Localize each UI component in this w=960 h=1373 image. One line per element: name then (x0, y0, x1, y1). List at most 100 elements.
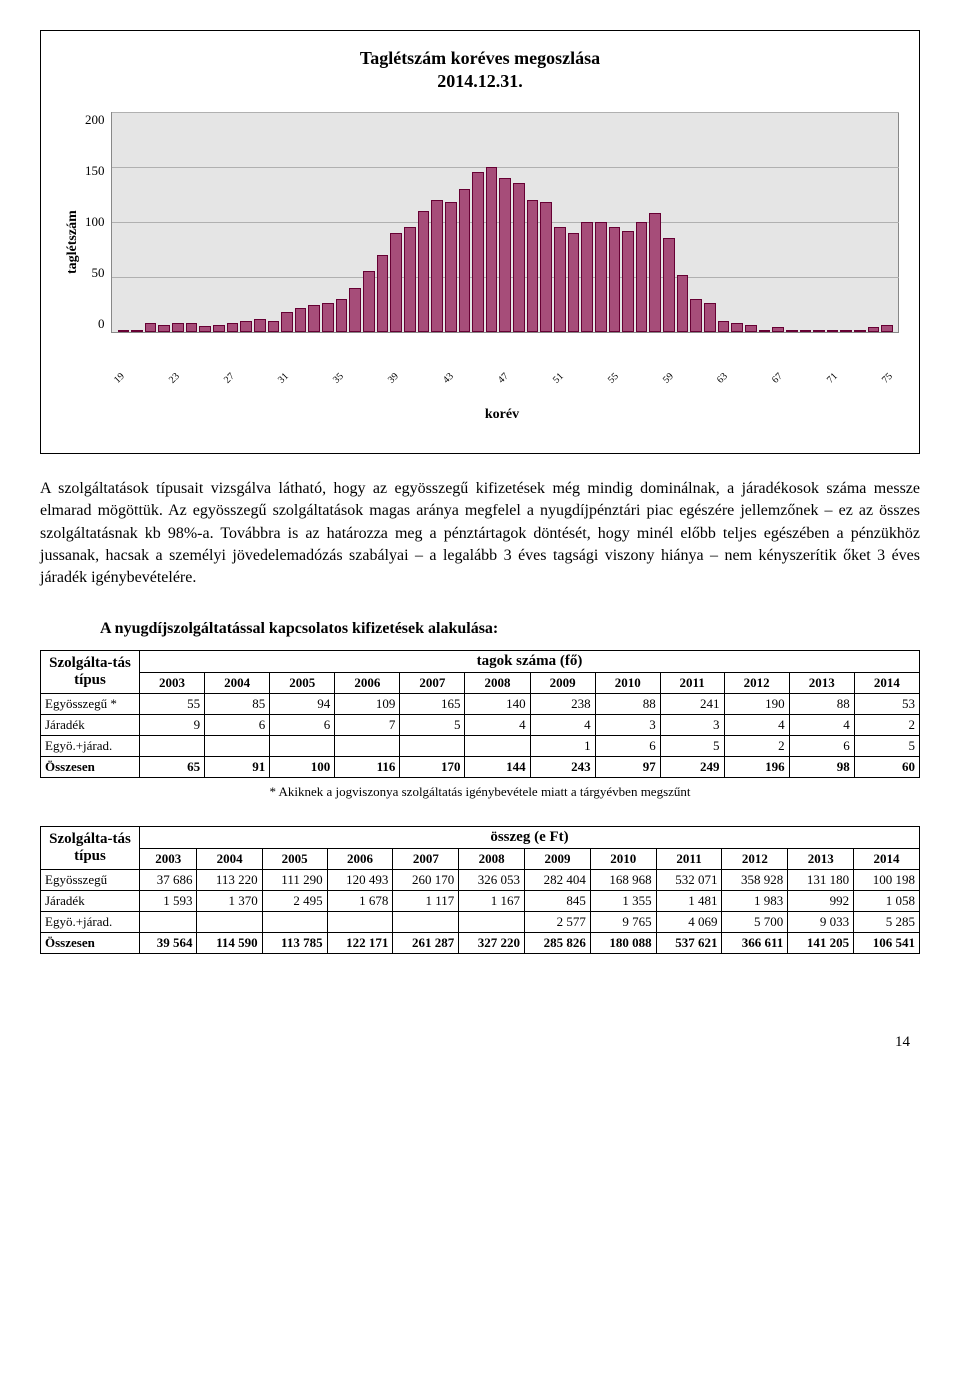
cell: 5 700 (722, 911, 788, 932)
cell: 6 (595, 735, 660, 756)
bar (868, 327, 880, 331)
cell: 2 577 (525, 911, 591, 932)
cell: 238 (530, 693, 595, 714)
cell: 327 220 (459, 932, 525, 953)
table-row: 2003200420052006200720082009201020112012… (41, 848, 920, 869)
cell (205, 735, 270, 756)
cell: 122 171 (327, 932, 393, 953)
x-tick: 75 (880, 369, 896, 385)
cell: 170 (400, 756, 465, 777)
bar (158, 325, 170, 332)
cell: 282 404 (525, 869, 591, 890)
bar (445, 202, 457, 332)
bar (827, 330, 839, 332)
year-col: 2004 (197, 848, 262, 869)
bar (636, 222, 648, 332)
cell (140, 735, 205, 756)
x-tick: 31 (276, 369, 292, 385)
cell: 55 (140, 693, 205, 714)
bar (499, 178, 511, 332)
x-tick: 27 (222, 369, 238, 385)
cell: 366 611 (722, 932, 788, 953)
table-header: tagok száma (fő) (140, 650, 920, 672)
bar (759, 330, 771, 332)
bar (854, 330, 866, 332)
year-col: 2012 (722, 848, 788, 869)
bar (513, 183, 525, 332)
cell: 53 (854, 693, 919, 714)
bar (800, 330, 812, 332)
cell: 1 983 (722, 890, 788, 911)
cell: 261 287 (393, 932, 459, 953)
x-tick: 47 (496, 369, 512, 385)
cell: 1 355 (590, 890, 656, 911)
row-label: Egyösszegű * (41, 693, 140, 714)
year-col: 2003 (140, 848, 197, 869)
cell: 140 (465, 693, 530, 714)
row-label: Összesen (41, 932, 140, 953)
body-paragraph: A szolgáltatások típusait vizsgálva láth… (40, 478, 920, 590)
y-tick: 150 (85, 163, 105, 179)
bar (704, 303, 716, 332)
cell: 113 785 (262, 932, 327, 953)
cell (262, 911, 327, 932)
cell: 1 593 (140, 890, 197, 911)
cell: 100 198 (854, 869, 920, 890)
table-header: összeg (e Ft) (140, 826, 920, 848)
year-col: 2005 (262, 848, 327, 869)
chart-plot (111, 112, 900, 333)
bar (431, 200, 443, 332)
cell: 6 (270, 714, 335, 735)
cell: 285 826 (525, 932, 591, 953)
table-row: Szolgálta-tás típus tagok száma (fő) (41, 650, 920, 672)
cell: 60 (854, 756, 919, 777)
cell: 532 071 (656, 869, 722, 890)
year-col: 2006 (327, 848, 393, 869)
cell: 165 (400, 693, 465, 714)
bar (145, 323, 157, 332)
chart-area: taglétszám 200150100500 (61, 112, 899, 372)
cell: 100 (270, 756, 335, 777)
x-tick: 43 (441, 369, 457, 385)
x-tick: 23 (167, 369, 183, 385)
cell: 1 167 (459, 890, 525, 911)
x-tick: 71 (825, 369, 841, 385)
bar (240, 321, 252, 332)
cell: 111 290 (262, 869, 327, 890)
cell: 85 (205, 693, 270, 714)
bar (281, 312, 293, 332)
cell (465, 735, 530, 756)
y-tick: 100 (85, 214, 105, 230)
year-col: 2011 (660, 672, 724, 693)
x-tick: 63 (715, 369, 731, 385)
bar (540, 202, 552, 332)
cell: 2 (724, 735, 789, 756)
cell: 1 678 (327, 890, 393, 911)
x-axis-label: korév (105, 407, 899, 423)
cell (327, 911, 393, 932)
cell: 249 (660, 756, 724, 777)
cell: 196 (724, 756, 789, 777)
cell: 358 928 (722, 869, 788, 890)
bar (609, 227, 621, 332)
cell: 94 (270, 693, 335, 714)
cell (197, 911, 262, 932)
bar (390, 233, 402, 332)
cell: 4 (465, 714, 530, 735)
cell: 9 033 (788, 911, 854, 932)
cell: 65 (140, 756, 205, 777)
bar (663, 238, 675, 332)
year-col: 2012 (724, 672, 789, 693)
table-row: Egyösszegű *5585941091651402388824119088… (41, 693, 920, 714)
year-col: 2003 (140, 672, 205, 693)
bar (254, 319, 266, 332)
cell: 5 (400, 714, 465, 735)
cell: 97 (595, 756, 660, 777)
bar (349, 288, 361, 332)
bar (622, 231, 634, 332)
bar (731, 323, 743, 332)
cell: 3 (595, 714, 660, 735)
cell: 39 564 (140, 932, 197, 953)
table-amounts: Szolgálta-tás típus összeg (e Ft) 200320… (40, 826, 920, 954)
cell: 180 088 (590, 932, 656, 953)
